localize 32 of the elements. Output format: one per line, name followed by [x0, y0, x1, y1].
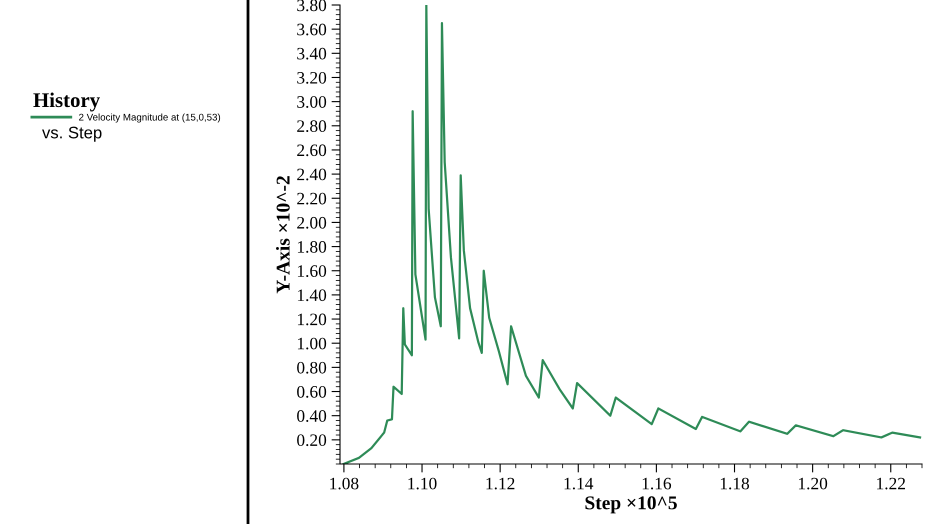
y-tick-label: 3.60 [297, 24, 326, 36]
y-tick-label: 2.80 [297, 120, 326, 132]
y-tick-label: 2.00 [297, 216, 326, 229]
y-axis-title: Y-Axis ×10^-2 [276, 176, 290, 294]
x-tick-label: 1.16 [642, 478, 672, 490]
y-tick-label: 2.60 [297, 144, 326, 156]
text: vs. Step [42, 126, 102, 142]
y-tick-label: 2.40 [297, 168, 326, 180]
y-tick-label: 0.80 [297, 362, 326, 374]
y-tick-label: 1.00 [298, 338, 326, 350]
y-tick-label: 1.80 [298, 241, 326, 253]
x-tick-label: 1.10 [408, 478, 437, 490]
line-series [342, 5, 922, 464]
x-axis-title: Step ×10^5 [585, 496, 677, 514]
y-tick-label: 3.40 [297, 48, 326, 60]
y-tick-label: 0.20 [297, 434, 326, 446]
x-tick-label: 1.12 [486, 478, 514, 490]
y-tick-label: 3.00 [297, 96, 326, 108]
x-tick-label: 1.18 [720, 478, 750, 490]
y-tick-label: 1.60 [298, 265, 326, 278]
y-tick-label: 0.40 [297, 410, 326, 422]
x-tick-label: 1.20 [798, 478, 828, 490]
y-tick-label: 2.20 [297, 192, 326, 205]
y-tick-label: 0.60 [297, 386, 326, 398]
x-tick-label: 1.22 [877, 478, 905, 490]
y-tick-label: 1.20 [298, 314, 326, 326]
x-tick-label: 1.08 [330, 478, 358, 490]
x-tick-label: 1.14 [564, 478, 594, 490]
y-tick-label: 1.40 [298, 289, 326, 302]
y-tick-label: 3.20 [297, 72, 326, 84]
legend-label: 2 Velocity Magnitude at (15,0,53) [79, 113, 220, 123]
text: History [33, 92, 100, 112]
